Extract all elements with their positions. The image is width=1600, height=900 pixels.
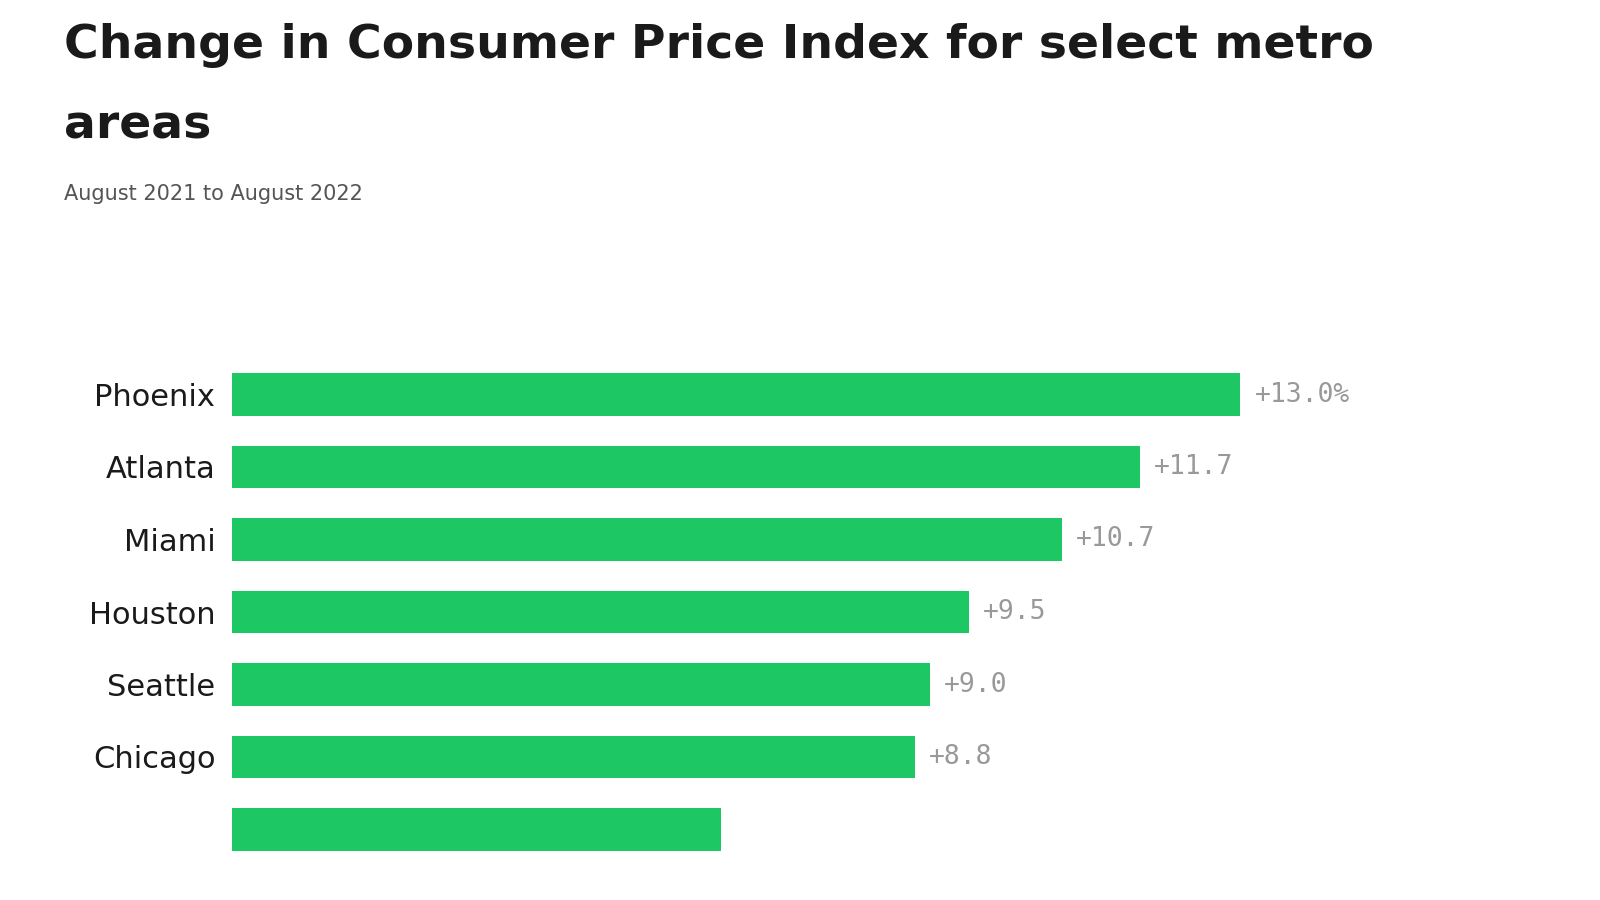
Text: +11.7: +11.7 — [1154, 454, 1234, 480]
Text: August 2021 to August 2022: August 2021 to August 2022 — [64, 184, 363, 204]
Text: +9.5: +9.5 — [982, 599, 1046, 625]
Bar — [232, 663, 930, 706]
Bar — [232, 808, 720, 850]
Text: +9.0: +9.0 — [944, 671, 1008, 698]
Text: +8.8: +8.8 — [928, 744, 992, 770]
Bar — [232, 518, 1062, 561]
Bar — [232, 374, 1240, 416]
Bar — [232, 591, 970, 633]
Text: +10.7: +10.7 — [1077, 526, 1155, 553]
Bar — [232, 446, 1139, 488]
Bar — [232, 736, 915, 778]
Text: areas: areas — [64, 104, 211, 148]
Text: +13.0%: +13.0% — [1254, 382, 1350, 408]
Text: Change in Consumer Price Index for select metro: Change in Consumer Price Index for selec… — [64, 22, 1374, 68]
